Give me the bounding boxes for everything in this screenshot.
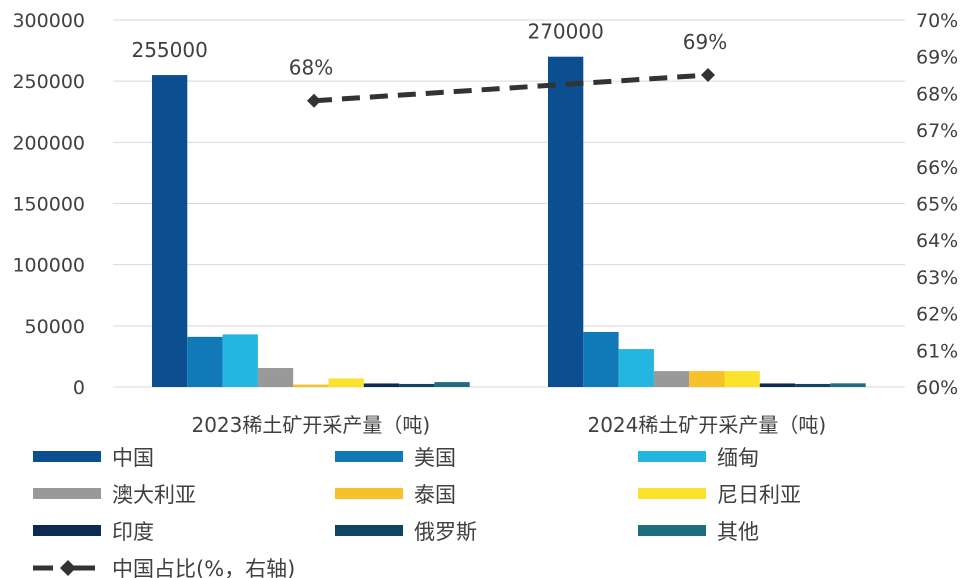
y-tick-label: 150000 <box>12 194 85 216</box>
legend-label: 美国 <box>414 446 456 470</box>
legend-swatch <box>335 525 403 536</box>
bar-3-1 <box>653 371 690 387</box>
line-data-label: 68% <box>289 56 333 80</box>
y-tick-label: 50000 <box>25 316 85 338</box>
y-tick-label: 200000 <box>12 132 85 154</box>
legend-label: 泰国 <box>414 483 456 507</box>
bar-4-0 <box>293 384 329 387</box>
bar-8-0 <box>434 382 470 387</box>
y2-tick-label: 60% <box>916 377 958 399</box>
legend-label: 缅甸 <box>717 446 759 470</box>
legend-label: 尼日利亚 <box>717 483 801 507</box>
bar-1-1 <box>583 331 619 387</box>
y-tick-label: 100000 <box>12 255 85 277</box>
y-tick-label: 0 <box>73 377 85 399</box>
bar-3-0 <box>257 368 294 387</box>
bar-data-label: 255000 <box>131 38 207 62</box>
legend-diamond-icon <box>60 560 76 576</box>
bar-1-0 <box>187 336 223 387</box>
legend-label: 中国 <box>112 446 154 470</box>
legend-swatch <box>33 451 101 462</box>
y2-tick-label: 64% <box>916 230 958 252</box>
legend-swatch <box>638 525 706 536</box>
bar-7-0 <box>399 383 435 387</box>
y2-tick-label: 70% <box>916 10 958 32</box>
y2-tick-label: 66% <box>916 157 958 179</box>
legend-swatch <box>33 525 101 536</box>
legend-swatch <box>335 488 403 499</box>
bar-5-1 <box>724 371 760 387</box>
y-tick-label: 250000 <box>12 71 85 93</box>
legend-swatch <box>33 488 101 499</box>
legend-swatch <box>335 451 403 462</box>
bar-6-1 <box>759 383 796 387</box>
legend-label: 俄罗斯 <box>414 520 477 544</box>
line-series <box>313 72 709 104</box>
bar-2-0 <box>222 334 258 387</box>
bar-2-1 <box>618 349 654 387</box>
legend-label: 其他 <box>717 520 759 544</box>
y2-tick-label: 67% <box>916 120 958 142</box>
y2-tick-label: 65% <box>916 194 958 216</box>
y2-tick-label: 69% <box>916 47 958 69</box>
y2-tick-label: 61% <box>916 340 958 362</box>
bar-data-label: 270000 <box>527 20 603 44</box>
bar-5-0 <box>328 378 364 387</box>
legend-label: 印度 <box>112 520 154 544</box>
y-tick-label: 300000 <box>12 10 85 32</box>
bar-7-1 <box>795 383 831 387</box>
bar-6-0 <box>363 383 400 387</box>
bar-8-1 <box>830 383 866 387</box>
legend-label: 中国占比(%，右轴) <box>112 557 295 578</box>
line-point-marker <box>307 93 321 108</box>
y2-tick-label: 68% <box>916 83 958 105</box>
line-point-marker <box>701 68 715 83</box>
y2-tick-label: 62% <box>916 304 958 326</box>
bar-0-1 <box>548 56 584 387</box>
x-category-label: 2023稀土矿开采产量（吨) <box>191 413 430 437</box>
legend-label: 澳大利亚 <box>112 483 196 507</box>
bar-4-1 <box>689 371 725 387</box>
y2-tick-label: 63% <box>916 267 958 289</box>
x-category-label: 2024稀土矿开采产量（吨) <box>587 413 826 437</box>
line-data-label: 69% <box>683 30 727 54</box>
legend-swatch <box>638 488 706 499</box>
legend-swatch <box>638 451 706 462</box>
bar-0-0 <box>152 75 188 388</box>
